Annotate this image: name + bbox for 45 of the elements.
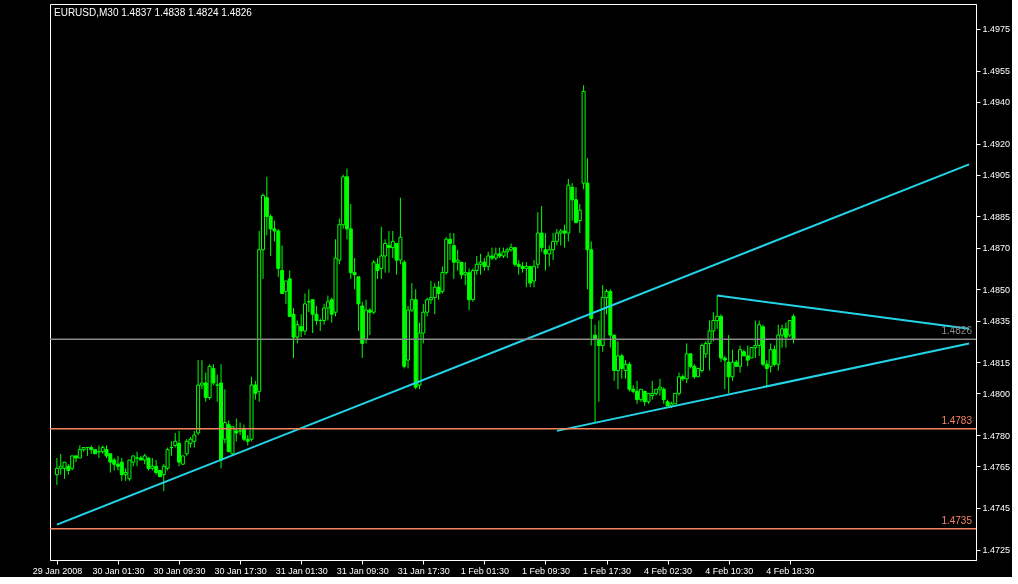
candlestick (119, 457, 124, 482)
x-tick-label: 30 Jan 17:30 (214, 565, 267, 576)
y-tick-label: 1.4975 (982, 24, 1011, 35)
y-tick-label: 1.4745 (982, 503, 1011, 514)
y-tick-label: 1.4905 (982, 170, 1011, 181)
candlestick (238, 422, 243, 436)
y-tick-label: 1.4800 (982, 388, 1011, 399)
x-tick-label: 1 Feb 01:30 (460, 565, 509, 576)
y-tick-label: 1.4885 (982, 211, 1011, 222)
y-tick-label: 1.4780 (982, 430, 1011, 441)
x-tick-label: 31 Jan 09:30 (336, 565, 389, 576)
candlestick (783, 322, 788, 349)
x-tick-label: 4 Feb 10:30 (705, 565, 754, 576)
x-tick-label: 31 Jan 01:30 (275, 565, 328, 576)
x-tick-label: 4 Feb 02:30 (644, 565, 693, 576)
y-tick-label: 1.4815 (982, 357, 1011, 368)
x-tick-label: 1 Feb 17:30 (582, 565, 632, 576)
candlestick (386, 230, 391, 274)
candlestick (451, 232, 456, 280)
candlestick (379, 226, 384, 280)
candlestick (726, 334, 731, 394)
candlestick (619, 353, 624, 380)
y-tick-label: 1.4725 (982, 545, 1011, 556)
x-tick-label: 29 Jan 2008 (32, 565, 83, 576)
chart-title: EURUSD,M30 1.4837 1.4838 1.4824 1.4826 (54, 7, 253, 18)
y-tick-label: 1.4920 (982, 139, 1011, 150)
ref-line-label: 1.4826 (941, 325, 973, 337)
x-tick-label: 30 Jan 09:30 (153, 565, 206, 576)
x-tick-label: 30 Jan 01:30 (92, 565, 145, 576)
x-tick-label: 1 Feb 09:30 (521, 565, 570, 576)
y-tick-label: 1.4955 (982, 66, 1011, 77)
candlestick (577, 203, 582, 234)
ref-line-label: 1.4783 (941, 414, 973, 426)
x-tick-label: 4 Feb 18:30 (766, 565, 815, 576)
y-tick-label: 1.4835 (982, 316, 1011, 327)
candlestick (54, 457, 59, 486)
y-tick-label: 1.4765 (982, 461, 1011, 472)
candlestick (325, 295, 330, 322)
y-tick-label: 1.4870 (982, 243, 1011, 254)
x-tick-label: 31 Jan 17:30 (397, 565, 450, 576)
y-tick-label: 1.4940 (982, 97, 1011, 108)
y-tick-label: 1.4850 (982, 284, 1011, 295)
candlestick (486, 251, 491, 272)
ref-line-label: 1.4735 (941, 514, 973, 526)
candlestick (455, 249, 460, 272)
